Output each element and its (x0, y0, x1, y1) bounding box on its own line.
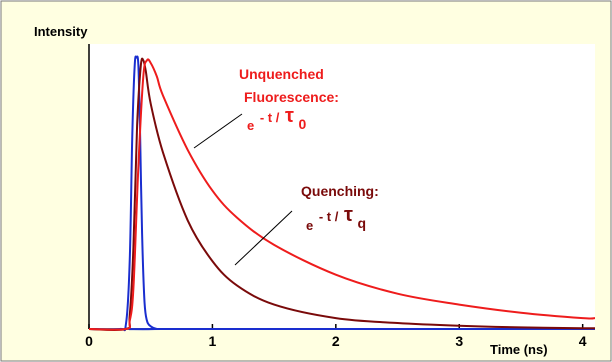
quenched-curve (88, 57, 596, 332)
x-tick-label: 1 (209, 333, 217, 349)
annotation-quenched-line1: Quenching: (301, 183, 379, 199)
formula-base: e (247, 118, 254, 133)
x-tick-label: 2 (332, 333, 340, 349)
formula-subscript: q (358, 215, 367, 231)
annotation-unquenched-leader (193, 113, 243, 149)
annotation-quenched-leader (234, 210, 293, 266)
x-tick-label: 4 (579, 333, 587, 349)
formula-subscript: 0 (299, 116, 307, 132)
annotation-unquenched: Unquenched Fluorescence: e - t / τ 0 (193, 66, 339, 149)
excitation-curve (88, 55, 595, 332)
x-tick-label: 3 (455, 333, 463, 349)
annotation-unquenched-line2: Fluorescence: (244, 89, 339, 105)
annotation-unquenched-line1: Unquenched (239, 66, 324, 82)
formula-exponent: - t / (260, 110, 280, 125)
annotation-unquenched-formula: e - t / τ 0 (247, 105, 307, 133)
formula-tau: τ (344, 204, 353, 226)
unquenched-curve (88, 58, 596, 331)
annotation-quenched-formula: e - t / τ q (306, 204, 366, 233)
x-tick-label: 0 (85, 333, 93, 349)
series-layer (88, 55, 596, 332)
formula-tau: τ (285, 105, 294, 127)
x-axis-label: Time (ns) (490, 342, 548, 357)
annotation-quenched: Quenching: e - t / τ q (234, 183, 379, 266)
formula-exponent: - t / (319, 209, 339, 224)
formula-base: e (306, 218, 313, 233)
y-axis-label: Intensity (34, 24, 88, 39)
